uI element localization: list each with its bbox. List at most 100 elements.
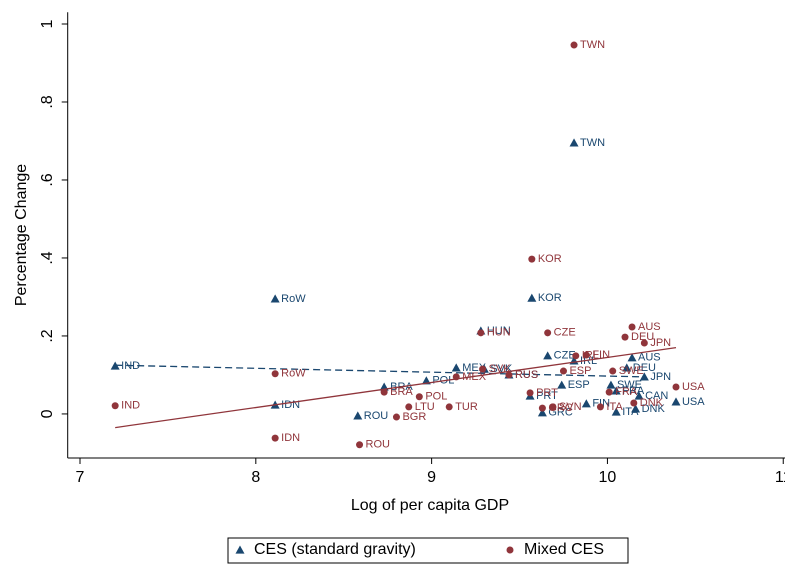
- triangle-marker: [235, 545, 245, 554]
- point-label: DNK: [640, 397, 664, 409]
- legend-label: Mixed CES: [524, 541, 604, 558]
- circle-marker: [628, 323, 636, 331]
- circle-marker: [538, 404, 546, 412]
- circle-marker: [271, 434, 279, 442]
- circle-marker: [479, 365, 487, 373]
- circle-marker: [505, 371, 513, 379]
- fit-line: [115, 347, 677, 429]
- triangle-marker: [543, 351, 553, 360]
- point-label: TWN: [580, 137, 605, 149]
- x-tick-label: 8: [251, 469, 260, 486]
- point-label: SVN: [559, 401, 582, 413]
- circle-marker: [609, 367, 617, 375]
- triangle-marker: [270, 294, 280, 303]
- fit-line: [115, 364, 645, 378]
- point-label: USA: [682, 381, 705, 393]
- circle-marker: [445, 403, 453, 411]
- point-label: JPN: [650, 337, 671, 349]
- circle-marker: [392, 413, 400, 421]
- y-tick-label: .6: [39, 173, 56, 186]
- point-label: DEU: [631, 331, 654, 343]
- circle-marker: [544, 329, 552, 337]
- circle-marker: [506, 546, 514, 554]
- point-label: SWE: [617, 379, 642, 391]
- triangle-marker: [627, 353, 637, 362]
- point-label: KOR: [538, 253, 562, 265]
- x-tick-label: 11: [775, 469, 785, 486]
- point-label: IND: [121, 400, 140, 412]
- point-label: SVK: [489, 363, 512, 375]
- y-tick-label: 1: [39, 19, 56, 28]
- triangle-marker: [634, 391, 644, 400]
- point-label: FRA: [615, 386, 638, 398]
- point-label: ESP: [569, 365, 591, 377]
- x-tick-label: 7: [76, 469, 85, 486]
- circle-marker: [672, 383, 680, 391]
- triangle-marker: [557, 380, 567, 389]
- y-tick-label: 0: [39, 409, 56, 418]
- circle-marker: [549, 403, 557, 411]
- x-tick-label: 10: [599, 469, 617, 486]
- point-label: AUS: [638, 352, 661, 364]
- point-label: RoW: [281, 368, 306, 380]
- point-label: KOR: [538, 292, 562, 304]
- point-label: ESP: [568, 379, 590, 391]
- point-label: CZE: [554, 350, 576, 362]
- point-label: SWE: [619, 365, 644, 377]
- y-tick-label: .4: [39, 251, 56, 264]
- triangle-marker: [353, 411, 363, 420]
- point-label: DNK: [642, 403, 666, 415]
- triangle-marker: [639, 372, 649, 381]
- circle-marker: [380, 388, 388, 396]
- point-label: HUN: [487, 325, 511, 337]
- circle-marker: [621, 333, 629, 341]
- triangle-marker: [581, 399, 591, 408]
- point-label: RUS: [515, 369, 538, 381]
- triangle-marker: [451, 363, 461, 372]
- point-label: ROU: [366, 439, 391, 451]
- point-label: FIN: [592, 349, 610, 361]
- y-tick-label: .8: [39, 95, 56, 108]
- point-label: IDN: [281, 432, 300, 444]
- point-label: CZE: [554, 327, 576, 339]
- point-label: TUR: [455, 401, 478, 413]
- triangle-marker: [527, 293, 537, 302]
- x-tick-label: 9: [427, 469, 436, 486]
- point-label: USA: [682, 396, 705, 408]
- circle-marker: [452, 373, 460, 381]
- circle-marker: [596, 403, 604, 411]
- legend-label: CES (standard gravity): [254, 541, 416, 558]
- circle-marker: [582, 351, 590, 359]
- point-label: DEU: [633, 362, 656, 374]
- point-label: TWN: [580, 39, 605, 51]
- point-label: RUS: [515, 369, 538, 381]
- circle-marker: [605, 388, 613, 396]
- circle-marker: [572, 352, 580, 360]
- point-label: BGR: [402, 411, 426, 423]
- triangle-marker: [537, 408, 547, 417]
- circle-marker: [640, 339, 648, 347]
- circle-marker: [356, 441, 364, 449]
- point-label: CAN: [645, 390, 668, 402]
- circle-marker: [477, 329, 485, 337]
- point-label: LTU: [415, 401, 435, 413]
- point-label: AUS: [638, 321, 661, 333]
- point-label: BRA: [390, 386, 413, 398]
- y-axis-title: Percentage Change: [13, 164, 30, 306]
- triangle-marker: [611, 407, 621, 416]
- triangle-marker: [606, 380, 616, 389]
- triangle-marker: [110, 361, 120, 370]
- x-axis-title: Log of per capita GDP: [351, 497, 509, 514]
- point-label: HUN: [487, 327, 511, 339]
- circle-marker: [415, 393, 423, 401]
- circle-marker: [630, 399, 638, 407]
- point-label: POL: [425, 391, 447, 403]
- circle-marker: [528, 255, 536, 263]
- point-label: PRT: [536, 390, 558, 402]
- triangle-marker: [671, 397, 681, 406]
- legend-box: [227, 537, 629, 564]
- point-label: IND: [121, 360, 140, 372]
- point-label: IDN: [281, 399, 300, 411]
- triangle-marker: [631, 404, 641, 413]
